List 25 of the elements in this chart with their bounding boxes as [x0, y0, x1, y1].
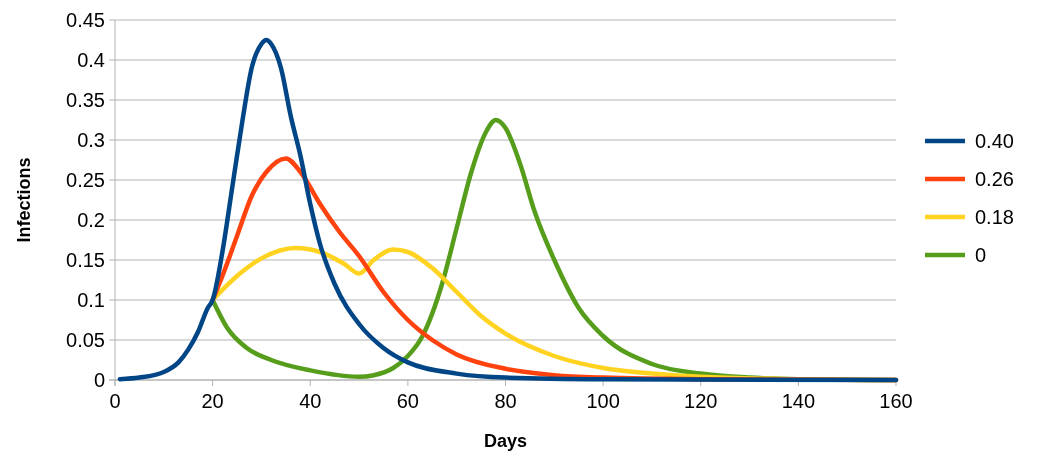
y-tick-label: 0.45 [66, 9, 105, 31]
x-tick-label: 100 [586, 390, 620, 412]
legend-label: 0 [975, 244, 987, 266]
y-tick-label: 0.3 [77, 129, 105, 151]
x-tick-label: 40 [299, 390, 322, 412]
x-tick-label: 60 [396, 390, 419, 412]
y-tick-label: 0.1 [77, 289, 105, 311]
y-axis-title: Infections [14, 157, 34, 243]
y-tick-label: 0.15 [66, 249, 105, 271]
x-tick-label: 80 [494, 390, 517, 412]
y-tick-label: 0.35 [66, 89, 105, 111]
x-tick-label: 0 [109, 390, 121, 412]
legend-label: 0.18 [975, 206, 1014, 228]
y-tick-label: 0.4 [77, 49, 105, 71]
legend-label: 0.26 [975, 168, 1014, 190]
x-tick-label: 20 [201, 390, 224, 412]
x-tick-label: 120 [684, 390, 718, 412]
x-tick-label: 140 [781, 390, 816, 412]
y-tick-label: 0.05 [66, 329, 105, 351]
x-tick-label: 160 [879, 390, 913, 412]
legend-label: 0.40 [975, 130, 1014, 152]
y-tick-label: 0.25 [66, 169, 105, 191]
y-tick-label: 0 [93, 369, 105, 391]
x-axis-title: Days [483, 431, 528, 451]
y-tick-label: 0.2 [77, 209, 105, 231]
